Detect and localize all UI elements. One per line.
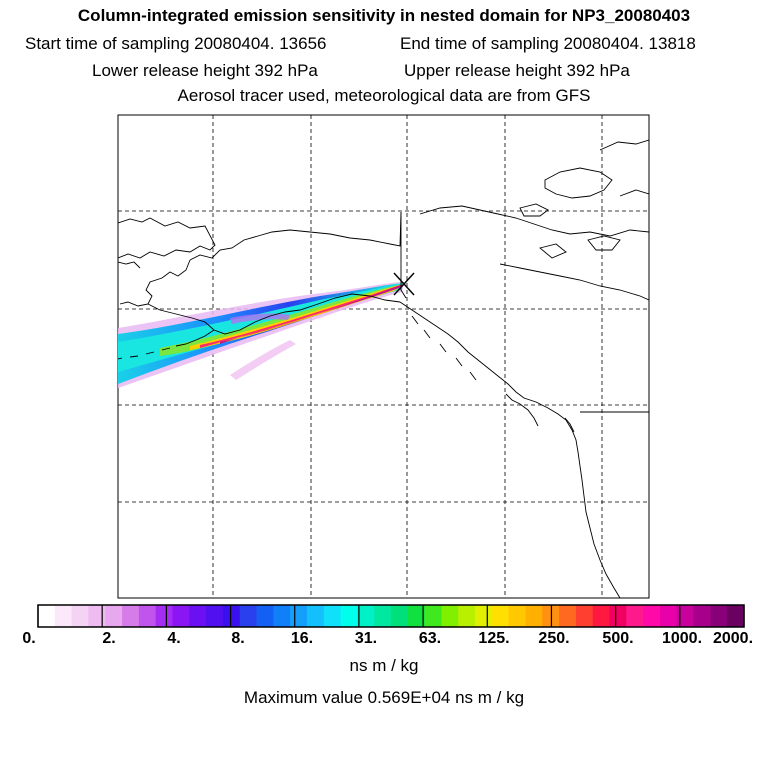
colorbar-swatch (458, 605, 476, 627)
colorbar-swatch (676, 605, 695, 627)
colorbar-tick-label: 250. (538, 630, 570, 647)
receptor-x-marker (393, 272, 415, 296)
tracer-note: Aerosol tracer used, meteorological data… (177, 86, 591, 105)
colorbar-swatch (222, 605, 241, 627)
colorbar-tick-label: 16. (290, 630, 314, 647)
colorbar-swatch (323, 605, 342, 627)
colorbar-swatch (290, 605, 308, 627)
coastlines (118, 139, 649, 598)
colorbar-swatch (256, 605, 274, 627)
colorbar-swatch (710, 605, 728, 627)
colorbar-tick-label: 2. (102, 630, 116, 647)
colorbar-swatch (391, 605, 409, 627)
colorbar-tick-label: 31. (354, 630, 378, 647)
colorbar-swatch (559, 605, 577, 627)
colorbar-swatch (491, 605, 510, 627)
colorbar-swatch (189, 605, 207, 627)
colorbar-swatch (138, 605, 157, 627)
colorbar-swatch (374, 605, 392, 627)
colorbar-swatch (609, 605, 627, 627)
colorbar-swatch (206, 605, 224, 627)
lower-release-height-label: Lower release height 392 hPa (92, 61, 318, 80)
colorbar-swatch (424, 605, 442, 627)
colorbar-tick-label: 1000. (661, 630, 703, 647)
colorbar-swatch (357, 605, 375, 627)
colorbar-swatch (508, 605, 526, 627)
end-time-label: End time of sampling 20080404. 13818 (400, 34, 696, 53)
maximum-value-label: Maximum value 0.569E+04 ns m / kg (243, 688, 525, 707)
colorbar-tick-label: 8. (231, 630, 245, 647)
start-time-label: Start time of sampling 20080404. 13656 (25, 34, 327, 53)
colorbar-swatch (643, 605, 661, 627)
colorbar-tick-label: 4. (167, 630, 181, 647)
colorbar-swatch (441, 605, 459, 627)
colorbar-swatch (273, 605, 291, 627)
colorbar-swatch (575, 605, 594, 627)
colorbar-swatch (407, 605, 426, 627)
colorbar-swatch (172, 605, 190, 627)
colorbar-swatch (122, 605, 140, 627)
colorbar-swatch (71, 605, 89, 627)
colorbar-tick-label: 500. (602, 630, 634, 647)
colorbar-swatch (693, 605, 711, 627)
colorbar-outline (37, 604, 745, 628)
colorbar-swatch (38, 605, 56, 627)
colorbar-tick-label: 63. (418, 630, 442, 647)
colorbar-swatch (239, 605, 258, 627)
colorbar-units: ns m / kg (349, 656, 419, 675)
colorbar-tick-label: 125. (478, 630, 510, 647)
colorbar-swatch (727, 605, 745, 627)
colorbar-tick-label: 2000. (712, 630, 754, 647)
colorbar-swatch (475, 605, 493, 627)
colorbar-swatch (155, 605, 173, 627)
colorbar-swatch (659, 605, 678, 627)
colorbar-swatch (592, 605, 611, 627)
colorbar-swatch (626, 605, 644, 627)
colorbar-swatch (88, 605, 106, 627)
colorbar-swatch (105, 605, 123, 627)
upper-release-height-label: Upper release height 392 hPa (404, 61, 630, 80)
emission-plume (118, 282, 404, 388)
graticule (118, 115, 649, 598)
colorbar-swatch (340, 605, 358, 627)
colorbar-swatch (306, 605, 325, 627)
figure-title: Column-integrated emission sensitivity i… (77, 6, 691, 25)
colorbar-swatch (54, 605, 73, 627)
colorbar-tick-label: 0. (22, 630, 36, 647)
colorbar-swatch (525, 605, 543, 627)
colorbar (37, 604, 745, 628)
